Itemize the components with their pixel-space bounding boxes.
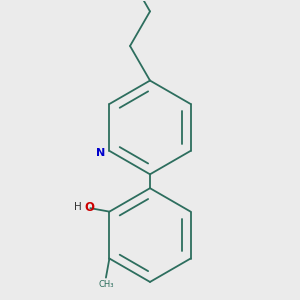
Text: CH₃: CH₃ (98, 280, 114, 290)
Text: N: N (96, 148, 105, 158)
Text: O: O (84, 201, 94, 214)
Text: H: H (74, 202, 82, 212)
